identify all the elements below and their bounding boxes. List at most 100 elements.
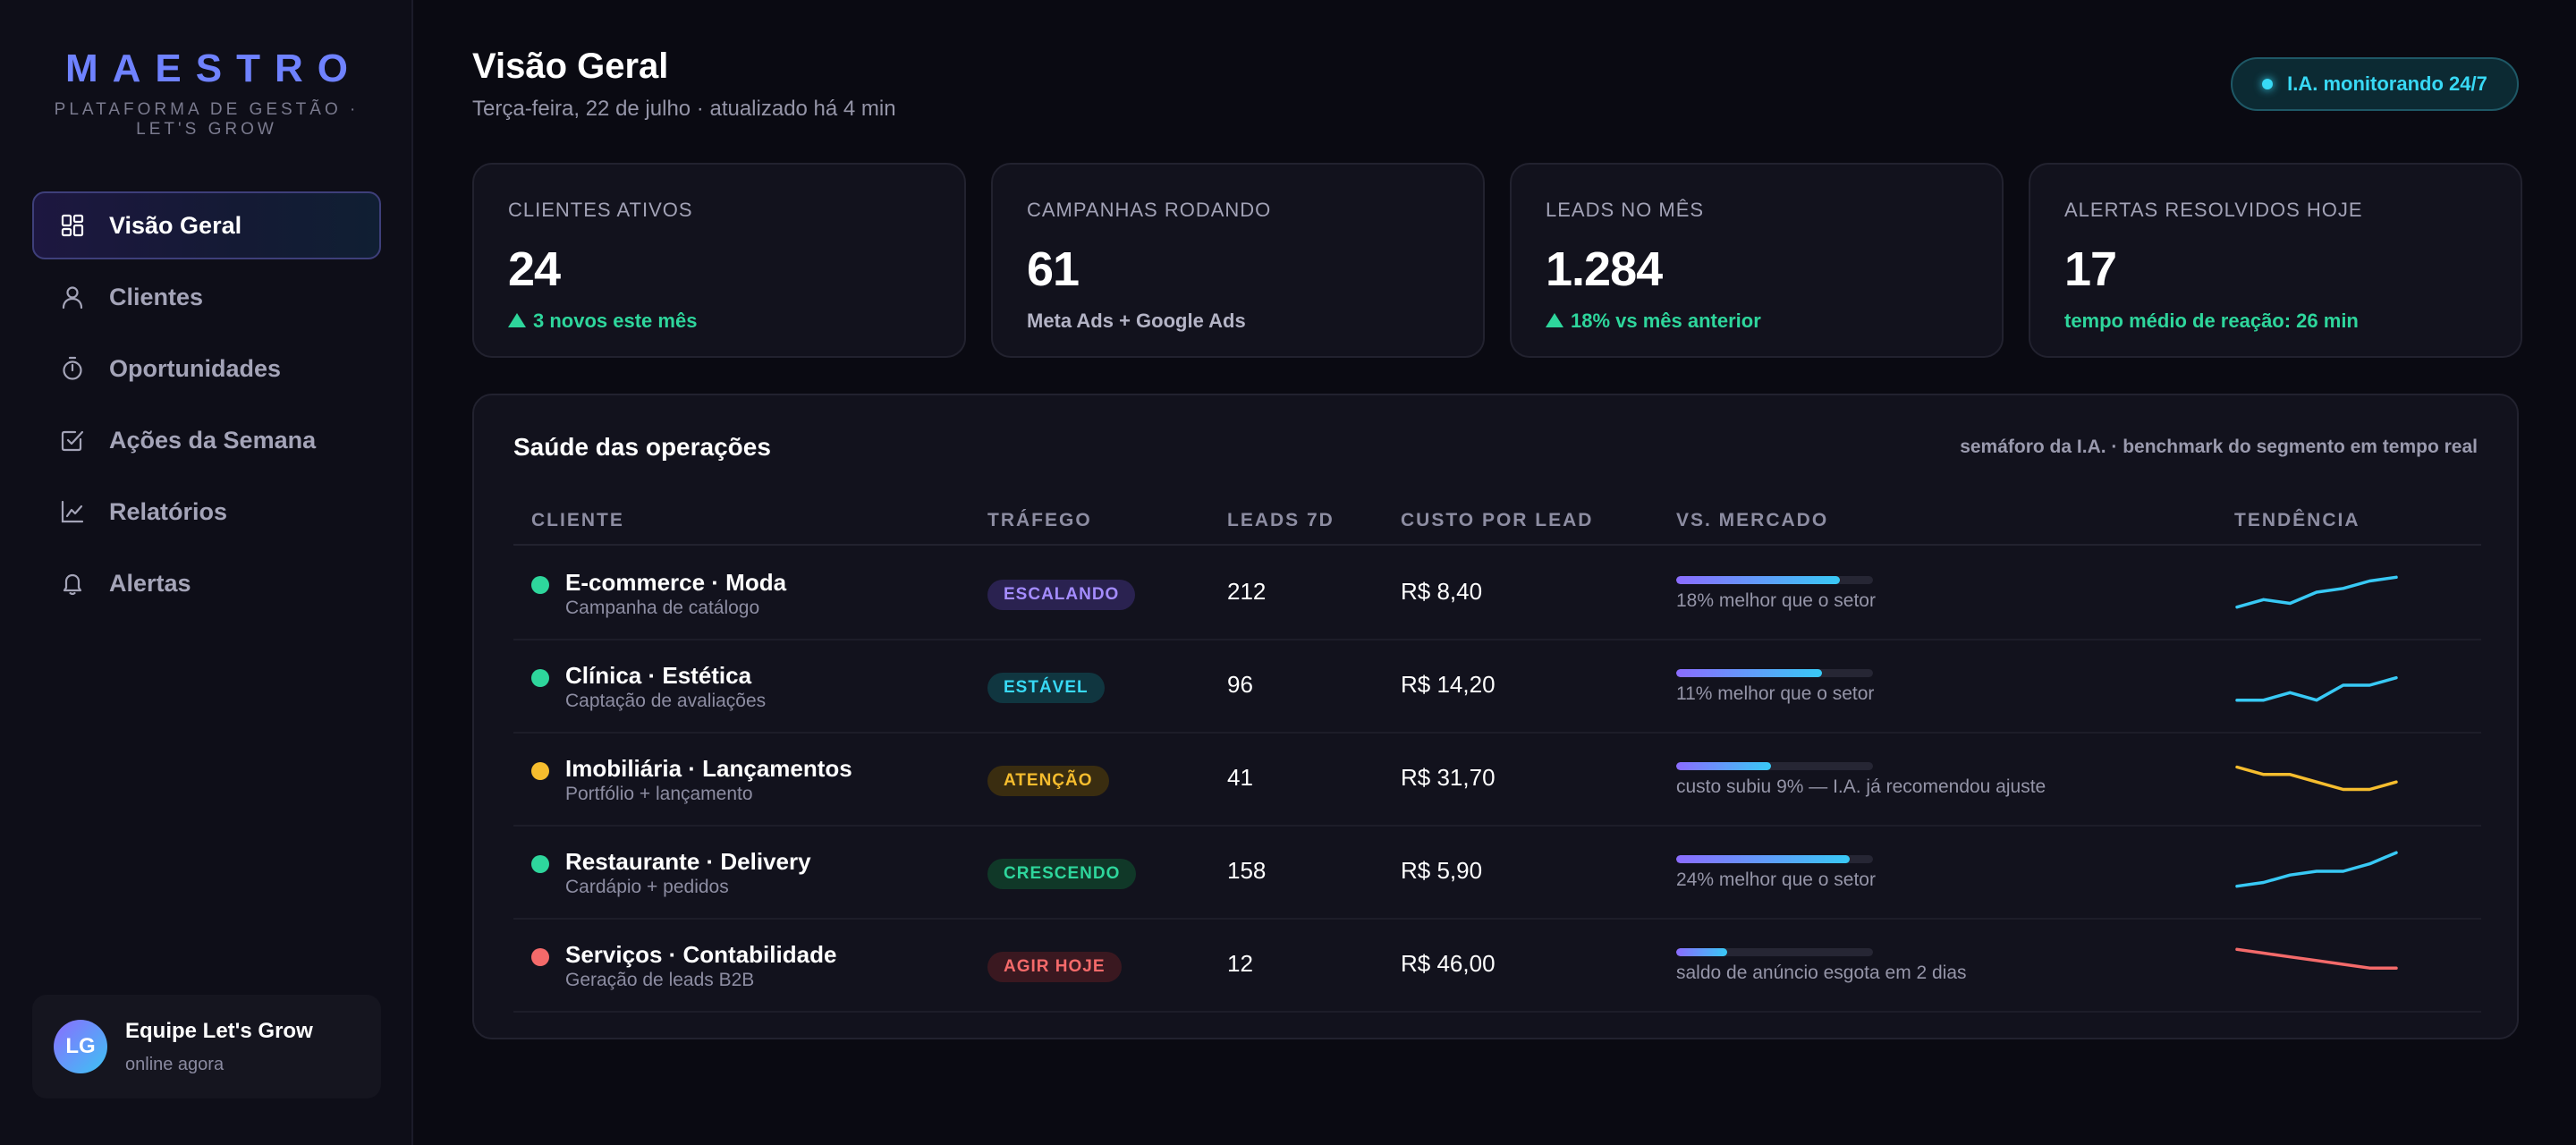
stat-note: tempo médio de reação: 26 min: [2064, 310, 2521, 333]
ai-monitor-badge[interactable]: I.A. monitorando 24/7: [2231, 57, 2519, 111]
leads-7d: 12: [1227, 950, 1253, 977]
sidebar-item-visao-geral[interactable]: Visão Geral: [32, 191, 381, 259]
table-row[interactable]: Imobiliária · Lançamentos Portfólio + lan…: [513, 734, 2481, 827]
market-comparison: 11% melhor que o setor: [1676, 683, 1875, 704]
status-dot: [531, 855, 549, 873]
trend-sparkline: [2235, 851, 2398, 888]
panel-meta: semáforo da I.A. · benchmark do segmento…: [1960, 437, 2478, 457]
cost-per-lead: R$ 8,40: [1401, 578, 1483, 605]
cost-per-lead: R$ 31,70: [1401, 764, 1496, 791]
chart-icon: [59, 498, 86, 525]
stat-note-text: Meta Ads + Google Ads: [1027, 310, 1246, 332]
user-status: online agora: [125, 1054, 225, 1074]
market-benchmark-fill: [1676, 576, 1840, 584]
market-benchmark-bar: [1676, 576, 1873, 584]
status-dot-icon: [2262, 79, 2274, 89]
stat-value: 24: [508, 242, 561, 296]
trend-line: [2235, 675, 2398, 702]
user-card[interactable]: LG Equipe Let's Grow online agora: [32, 995, 381, 1098]
stat-note: 18% vs mês anterior: [1546, 310, 2002, 333]
traffic-status-badge: ESCALANDO: [987, 580, 1136, 610]
stat-label: ALERTAS RESOLVIDOS HOJE: [2064, 199, 2363, 221]
sidebar-item-label: Ações da Semana: [109, 426, 317, 454]
column-header[interactable]: CUSTO POR LEAD: [1401, 510, 1594, 530]
column-header[interactable]: LEADS 7D: [1227, 510, 1335, 530]
brand-subtitle: PLATAFORMA DE GESTÃO · LET'S GROW: [54, 100, 360, 139]
trend-sparkline: [2235, 947, 2398, 970]
stat-card[interactable]: LEADS NO MÊS 1.284 18% vs mês anterior: [1510, 163, 2004, 358]
market-benchmark-bar: [1676, 762, 1873, 770]
column-header[interactable]: VS. MERCADO: [1676, 510, 1829, 530]
cost-per-lead: R$ 5,90: [1401, 857, 1483, 884]
table-row[interactable]: Restaurante · Delivery Cardápio + pedidos…: [513, 827, 2481, 920]
status-dot: [531, 576, 549, 594]
stat-value: 61: [1027, 242, 1080, 296]
brand-logo[interactable]: MAESTRO: [65, 47, 362, 90]
stat-card[interactable]: CLIENTES ATIVOS 24 3 novos este mês: [472, 163, 966, 358]
stat-note-text: 3 novos este mês: [533, 310, 698, 332]
market-benchmark-bar: [1676, 855, 1873, 863]
stat-card[interactable]: CAMPANHAS RODANDO 61 Meta Ads + Google Ads: [991, 163, 1485, 358]
market-comparison: 18% melhor que o setor: [1676, 590, 1876, 611]
brand: MAESTRO PLATAFORMA DE GESTÃO · LET'S GRO…: [0, 47, 413, 140]
stat-card[interactable]: ALERTAS RESOLVIDOS HOJE 17 tempo médio de …: [2029, 163, 2522, 358]
sidebar-item-label: Relatórios: [109, 497, 228, 525]
operations-health-panel: Saúde das operações semáforo da I.A. · b…: [472, 394, 2519, 1039]
client-name[interactable]: Clínica · Estética: [565, 662, 752, 689]
client-name[interactable]: E-commerce · Moda: [565, 569, 787, 596]
table-row[interactable]: Serviços · Contabilidade Geração de leads…: [513, 920, 2481, 1013]
client-name[interactable]: Imobiliária · Lançamentos: [565, 755, 852, 782]
traffic-status-badge: ESTÁVEL: [987, 673, 1105, 703]
status-dot: [531, 669, 549, 687]
ai-badge-label: I.A. monitorando 24/7: [2287, 72, 2487, 95]
trend-sparkline: [2235, 575, 2398, 609]
leads-7d: 212: [1227, 578, 1267, 605]
client-campaign: Cardápio + pedidos: [565, 877, 729, 897]
client-campaign: Portfólio + lançamento: [565, 784, 753, 804]
stat-note-text: 18% vs mês anterior: [1571, 310, 1761, 332]
stat-value: 1.284: [1546, 242, 1663, 296]
table-row[interactable]: Clínica · Estética Captação de avaliações…: [513, 640, 2481, 734]
market-benchmark-fill: [1676, 948, 1728, 956]
leads-7d: 96: [1227, 671, 1253, 698]
user-name: Equipe Let's Grow: [125, 1018, 313, 1043]
trend-line: [2235, 851, 2398, 888]
sidebar-item-relatorios[interactable]: Relatórios: [32, 478, 381, 546]
stat-label: LEADS NO MÊS: [1546, 199, 1705, 221]
cost-per-lead: R$ 14,20: [1401, 671, 1496, 698]
trend-line: [2235, 947, 2398, 970]
market-benchmark-bar: [1676, 948, 1873, 956]
market-comparison: 24% melhor que o setor: [1676, 869, 1876, 890]
sidebar-item-acoes-da-semana[interactable]: Ações da Semana: [32, 406, 381, 474]
sidebar-item-alertas[interactable]: Alertas: [32, 549, 381, 617]
client-name[interactable]: Serviços · Contabilidade: [565, 941, 837, 968]
dashboard-icon: [59, 212, 86, 239]
sidebar-item-label: Oportunidades: [109, 354, 282, 382]
timer-icon: [59, 355, 86, 382]
stat-label: CAMPANHAS RODANDO: [1027, 199, 1272, 221]
sidebar-item-oportunidades[interactable]: Oportunidades: [32, 335, 381, 403]
trend-sparkline: [2235, 675, 2398, 702]
checkbox-icon: [59, 427, 86, 454]
status-dot: [531, 762, 549, 780]
column-header[interactable]: TRÁFEGO: [987, 510, 1092, 530]
sidebar-item-label: Alertas: [109, 569, 191, 597]
stat-note-text: tempo médio de reação: 26 min: [2064, 310, 2359, 332]
sidebar-item-label: Clientes: [109, 283, 204, 310]
sidebar: MAESTRO PLATAFORMA DE GESTÃO · LET'S GRO…: [0, 0, 413, 1145]
column-header[interactable]: CLIENTE: [531, 510, 624, 530]
sidebar-item-clientes[interactable]: Clientes: [32, 263, 381, 331]
market-benchmark-fill: [1676, 762, 1771, 770]
panel-title: Saúde das operações: [513, 433, 771, 461]
market-benchmark-bar: [1676, 669, 1873, 677]
client-name[interactable]: Restaurante · Delivery: [565, 848, 811, 875]
leads-7d: 41: [1227, 764, 1253, 791]
column-header[interactable]: TENDÊNCIA: [2234, 510, 2360, 530]
stat-note: Meta Ads + Google Ads: [1027, 310, 1483, 333]
table-row[interactable]: E-commerce · Moda Campanha de catálogo ESC…: [513, 547, 2481, 640]
stat-value: 17: [2064, 242, 2117, 296]
trend-up-icon: [1546, 313, 1563, 327]
sidebar-item-label: Visão Geral: [109, 211, 242, 239]
avatar[interactable]: LG: [54, 1020, 107, 1073]
user-icon: [59, 284, 86, 310]
